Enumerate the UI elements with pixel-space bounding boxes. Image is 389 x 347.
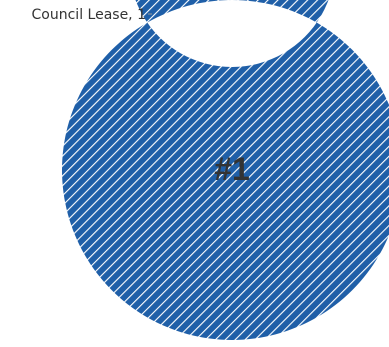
donut-slice-council-lease[interactable] bbox=[62, 0, 389, 340]
center-label: #1 bbox=[214, 151, 250, 187]
slice-label: Council Lease, 1 bbox=[32, 7, 146, 23]
